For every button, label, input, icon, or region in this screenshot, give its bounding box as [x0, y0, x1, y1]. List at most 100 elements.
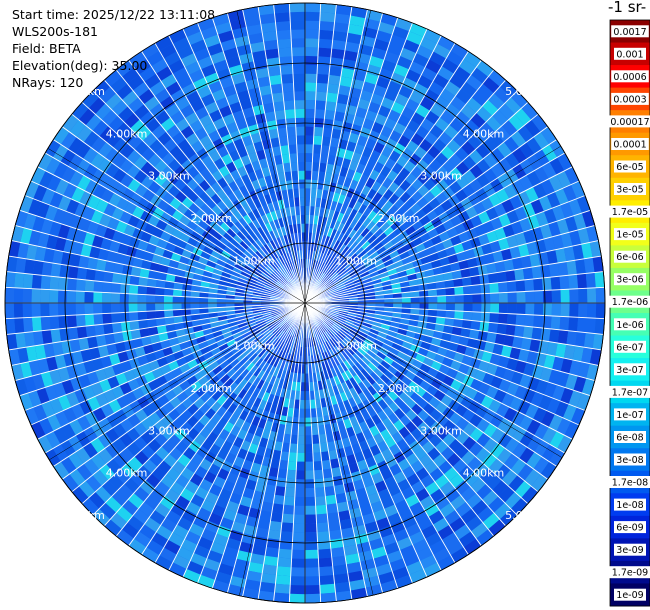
range-bin: [464, 119, 480, 135]
range-bin: [449, 517, 466, 533]
range-bin: [477, 264, 488, 276]
range-bin: [550, 315, 561, 330]
range-bin: [260, 224, 269, 235]
range-bin: [293, 408, 300, 418]
range-bin: [317, 325, 323, 335]
range-bin: [175, 118, 190, 132]
range-bin: [550, 276, 561, 291]
range-bin: [61, 211, 75, 227]
range-bin: [272, 146, 282, 157]
range-bin: [255, 318, 265, 325]
range-bin: [354, 246, 364, 256]
range-bin: [492, 480, 509, 497]
range-bin: [329, 219, 337, 229]
range-bin: [461, 450, 476, 466]
ray-gap: [304, 302, 539, 493]
range-bin: [362, 341, 372, 350]
colorbar-label-bg: [608, 115, 650, 128]
range-bin: [208, 342, 219, 352]
range-bin: [406, 31, 424, 46]
range-bin: [23, 317, 33, 333]
range-bin: [305, 3, 321, 13]
range-bin: [294, 108, 305, 118]
range-bin: [192, 515, 209, 529]
range-bin: [37, 153, 53, 171]
range-bin: [373, 354, 384, 365]
range-bin: [160, 339, 171, 350]
range-bin: [427, 315, 437, 324]
range-bin: [294, 206, 301, 216]
range-bin: [196, 85, 212, 99]
range-bin: [83, 163, 98, 180]
range-bin: [57, 366, 70, 383]
range-bin: [453, 318, 463, 328]
range-bin: [249, 364, 259, 375]
range-bin: [107, 375, 120, 390]
range-bin: [206, 385, 218, 397]
range-bin: [314, 390, 321, 400]
ray-gap: [44, 152, 306, 304]
range-bin: [434, 117, 450, 132]
range-bin: [355, 261, 365, 270]
range-bin: [384, 541, 400, 555]
range-bin: [257, 248, 267, 258]
range-bin: [234, 263, 244, 271]
range-bin: [224, 335, 235, 344]
range-bin: [435, 316, 446, 326]
range-bin: [372, 402, 383, 414]
range-bin: [273, 101, 285, 112]
range-bin: [85, 268, 96, 281]
range-bin: [506, 357, 519, 372]
range-bin: [369, 328, 380, 336]
range-bin: [243, 524, 258, 536]
range-bin: [112, 153, 127, 169]
range-bin: [181, 397, 194, 410]
range-bin: [268, 467, 279, 478]
range-bin: [533, 456, 550, 475]
range-bin: [575, 258, 586, 275]
range-bin: [423, 562, 442, 578]
range-bin: [482, 512, 500, 530]
range-bin: [377, 105, 392, 118]
range-bin: [36, 201, 50, 219]
range-bin: [50, 328, 61, 343]
range-bin: [345, 41, 360, 53]
start-time-text: Start time: 2025/12/22 13:11:08: [12, 7, 216, 22]
range-bin: [305, 223, 310, 233]
range-bin: [243, 249, 253, 259]
range-bin: [323, 477, 334, 488]
range-bin: [367, 101, 381, 114]
range-bin: [399, 414, 412, 427]
range-bin: [353, 115, 365, 127]
range-bin: [533, 278, 543, 291]
range-bin: [286, 126, 297, 137]
range-bin: [461, 239, 473, 252]
range-bin: [534, 423, 549, 440]
range-bin: [346, 250, 355, 260]
range-bin: [198, 191, 211, 204]
range-bin: [355, 107, 368, 119]
range-bin: [155, 287, 165, 296]
range-bin: [243, 371, 254, 382]
range-bin: [190, 230, 202, 242]
range-bin: [248, 561, 264, 574]
range-bin: [263, 39, 279, 51]
range-bin: [281, 406, 289, 417]
range-bin: [255, 346, 264, 356]
range-bin: [481, 351, 493, 363]
range-bin: [337, 222, 346, 233]
range-bin: [165, 323, 176, 333]
range-bin: [493, 202, 507, 217]
range-bin: [329, 258, 337, 268]
range-bin: [281, 513, 294, 524]
range-bin: [498, 213, 511, 228]
range-bin: [344, 279, 354, 286]
range-bin: [317, 531, 330, 541]
range-bin: [259, 464, 271, 476]
range-bin: [514, 385, 528, 400]
range-bin: [320, 274, 328, 283]
range-bin: [284, 487, 296, 497]
range-bin: [144, 517, 161, 533]
range-bin: [177, 453, 191, 468]
range-bin: [237, 399, 248, 410]
